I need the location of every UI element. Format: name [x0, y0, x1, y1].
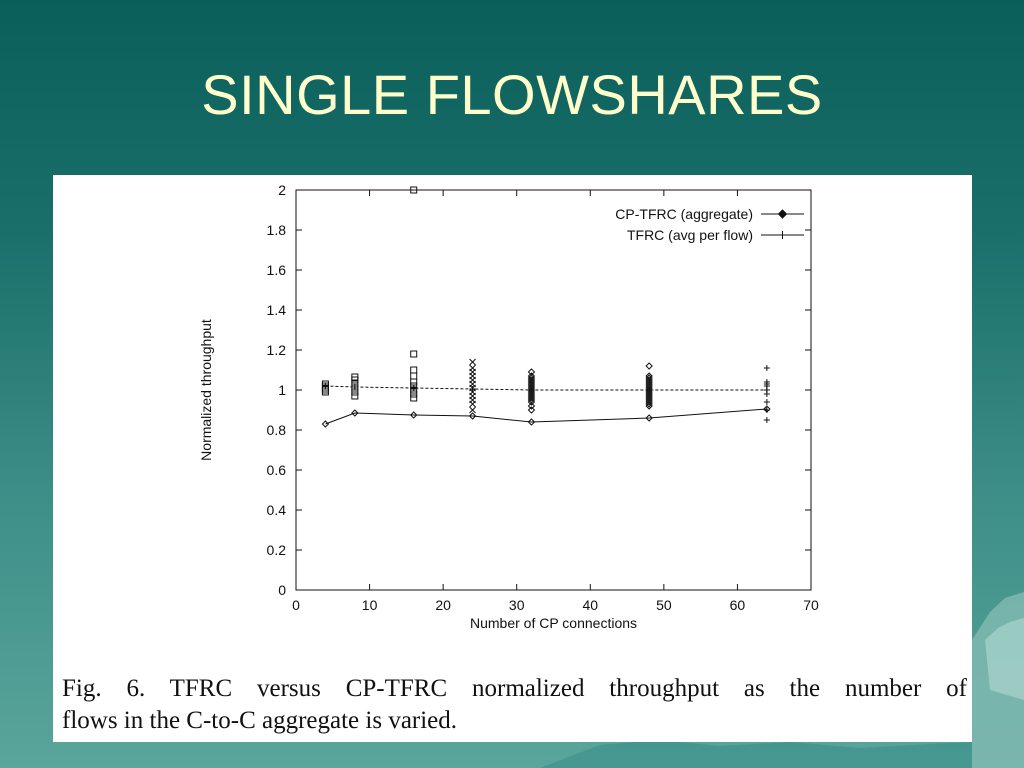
series-lines: [321, 383, 771, 428]
scatter-point: [410, 394, 418, 402]
series-point-1: [763, 387, 770, 393]
scatter-point: [645, 400, 653, 408]
y-tick-label: 1.6: [267, 262, 287, 278]
scatter-point: [527, 398, 536, 406]
scatter-point: [645, 374, 653, 382]
scatter-point: [527, 392, 536, 400]
series-point-0: [763, 405, 771, 413]
slide-title: SINGLE FLOWSHARES: [201, 63, 823, 126]
series-line-1: [325, 385, 767, 391]
scatter-point: [645, 376, 653, 384]
x-tick-label: 60: [730, 597, 746, 613]
x-tick-label: 50: [656, 597, 672, 613]
scatter-point: [527, 374, 536, 382]
scatter-point: [410, 390, 418, 398]
series-point-0: [321, 420, 330, 428]
y-tick-label: 1: [278, 382, 286, 398]
y-axis-ticks: 0 0.2 0.4 0.6 0.8 1 1.2 1.4 1.6 1.8 2: [267, 182, 811, 598]
scatter-point: [645, 380, 653, 388]
scatter-point: [763, 399, 770, 405]
scatter-point: [410, 186, 418, 194]
series-point-1: [528, 387, 535, 393]
scatter-point: [645, 402, 653, 410]
series-point-1: [351, 384, 358, 390]
y-tick-label: 2: [278, 182, 286, 198]
scatter-point: [351, 392, 359, 400]
y-tick-label: 0: [278, 582, 286, 598]
caption-line-2: flows in the C-to-C aggregate is varied.: [62, 707, 458, 734]
series-point-1: [469, 386, 476, 392]
scatter-point: [351, 373, 359, 381]
scatter-point: [645, 394, 653, 402]
series-point-1: [322, 383, 329, 389]
legend-marker-0: [777, 209, 788, 219]
caption-line-1: Fig. 6. TFRC versus CP-TFRC normalized t…: [62, 675, 967, 702]
scatter-point: [645, 362, 653, 370]
x-tick-label: 0: [292, 597, 300, 613]
x-tick-label: 10: [362, 597, 378, 613]
scatter-point: [321, 388, 329, 396]
x-axis-ticks: 0 10 20 30 40 50 60 70: [292, 190, 819, 613]
legend-marker-1: [778, 231, 787, 239]
scatter-point: [645, 396, 653, 404]
scatter-point: [469, 400, 476, 408]
y-tick-label: 1.2: [267, 342, 287, 358]
scatter-point: [645, 378, 653, 386]
y-tick-label: 0.2: [267, 542, 287, 558]
series-point-0: [351, 409, 359, 417]
scatter-point: [527, 394, 536, 402]
throughput-chart: 0 0.2 0.4 0.6 0.8 1 1.2 1.4 1.6 1.8 2 0 10 20 30 40 50 6…: [198, 182, 819, 631]
x-tick-label: 40: [582, 597, 598, 613]
scatter-point: [527, 372, 536, 380]
y-tick-label: 1.4: [267, 302, 287, 318]
per-flow-scatter: [321, 186, 770, 423]
figure-caption: Fig. 6. TFRC versus CP-TFRC normalized t…: [62, 673, 967, 737]
scatter-point: [410, 350, 418, 358]
legend: CP-TFRC (aggregate) TFRC (avg per flow): [615, 206, 804, 243]
scatter-point: [645, 392, 653, 400]
scatter-point: [410, 372, 418, 380]
series-point-0: [527, 418, 536, 426]
figure-panel: 0 0.2 0.4 0.6 0.8 1 1.2 1.4 1.6 1.8 2 0 10 20 30 40 50 6…: [53, 175, 972, 742]
axes: [295, 189, 812, 591]
scatter-point: [410, 378, 418, 386]
x-tick-label: 70: [803, 597, 819, 613]
plot-frame: [295, 189, 812, 591]
series-point-0: [468, 412, 477, 420]
scatter-point: [469, 406, 476, 414]
series-point-0: [645, 414, 653, 422]
scatter-point: [527, 380, 536, 388]
scatter-point: [763, 365, 770, 371]
scatter-point: [645, 372, 653, 380]
legend-label-tfrc: TFRC (avg per flow): [627, 227, 753, 243]
scatter-point: [527, 378, 536, 386]
scatter-point: [763, 417, 770, 423]
scatter-point: [527, 396, 536, 404]
x-axis-label: Number of CP connections: [470, 615, 637, 631]
y-tick-label: 0.4: [267, 502, 287, 518]
scatter-point: [527, 368, 536, 376]
y-tick-label: 1.8: [267, 222, 287, 238]
scatter-point: [527, 406, 536, 414]
y-tick-label: 0.8: [267, 422, 287, 438]
series-point-0: [410, 411, 418, 419]
y-tick-label: 0.6: [267, 462, 287, 478]
legend-label-cp-tfrc: CP-TFRC (aggregate): [615, 206, 753, 222]
y-axis-label: Normalized throughput: [198, 319, 214, 461]
series-point-1: [646, 387, 653, 393]
scatter-point: [469, 358, 476, 366]
x-tick-label: 20: [435, 597, 451, 613]
scatter-point: [527, 402, 536, 410]
series-point-1: [410, 385, 417, 391]
x-tick-label: 30: [509, 597, 525, 613]
scatter-point: [410, 366, 418, 374]
scatter-point: [527, 376, 536, 384]
series-line-0: [325, 408, 767, 425]
scatter-point: [645, 398, 653, 406]
